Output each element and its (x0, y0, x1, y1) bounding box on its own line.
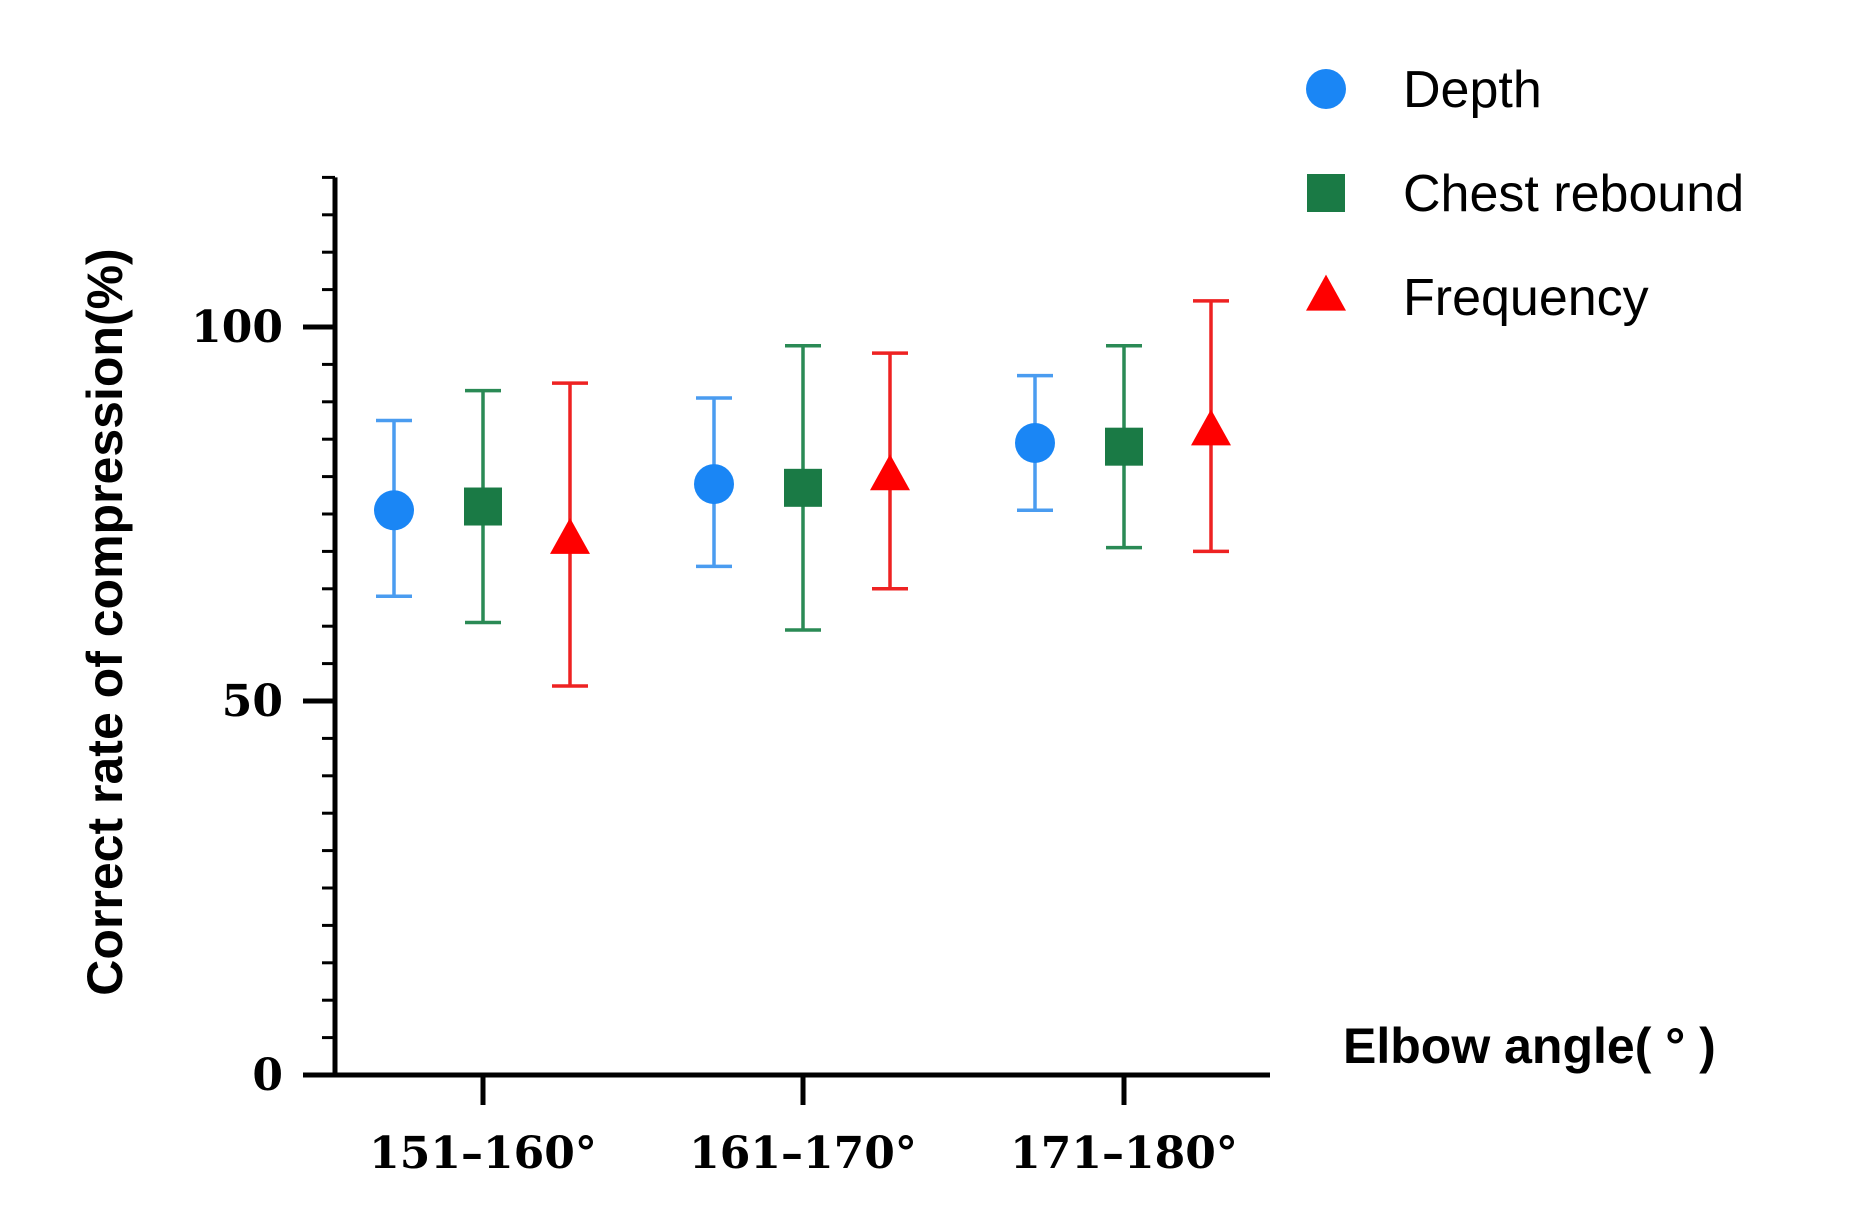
data-point-square (1105, 427, 1143, 466)
x-tick-label: 151–160° (369, 1128, 597, 1179)
x-tick-label: 171–180° (1010, 1128, 1238, 1179)
y-tick-label: 50 (222, 676, 283, 727)
y-tick-label: 100 (191, 302, 283, 353)
y-axis-title: Correct rate of compression(%) (77, 248, 133, 995)
data-point-circle (694, 464, 734, 505)
data-point-square (784, 468, 822, 507)
legend-marker-triangle (1306, 274, 1346, 311)
legend-label: Depth (1403, 61, 1542, 119)
data-point-square (464, 487, 502, 526)
data-point-circle (374, 490, 414, 531)
chart-marks (374, 299, 1231, 688)
x-axis-title: Elbow angle( ° ) (1343, 1018, 1716, 1074)
axes: 0 50 100 151–160° 161–170° 171–180° Correct ra… (77, 175, 1716, 1179)
legend-label: Frequency (1403, 269, 1649, 327)
data-point-triangle (870, 454, 910, 491)
legend: Depth Chest rebound Frequency (1306, 61, 1744, 327)
data-point-triangle (1191, 409, 1231, 446)
x-tick-label: 161–170° (689, 1128, 917, 1179)
legend-label: Chest rebound (1403, 165, 1744, 223)
data-point-circle (1015, 422, 1055, 463)
legend-marker-square (1307, 174, 1345, 212)
data-point-triangle (550, 517, 590, 554)
y-tick-label: 0 (252, 1050, 283, 1101)
legend-marker-circle (1306, 69, 1346, 109)
